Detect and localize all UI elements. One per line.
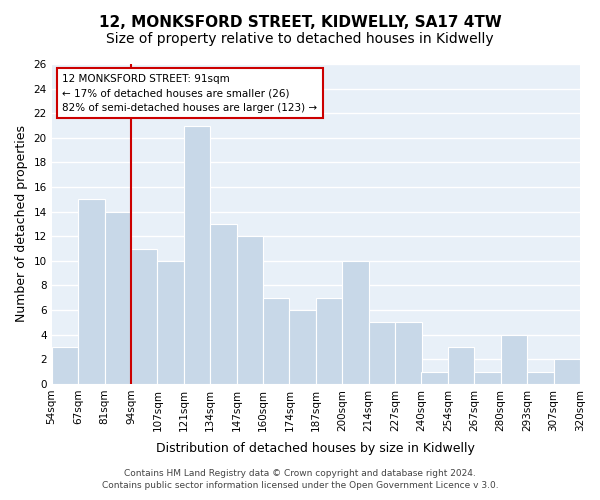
Bar bbox=[448, 347, 475, 384]
Bar bbox=[78, 200, 104, 384]
Bar bbox=[342, 261, 368, 384]
Bar bbox=[395, 322, 421, 384]
Bar bbox=[421, 372, 448, 384]
Bar bbox=[184, 126, 210, 384]
Bar bbox=[527, 372, 554, 384]
Bar bbox=[289, 310, 316, 384]
Bar bbox=[210, 224, 236, 384]
Bar bbox=[157, 261, 184, 384]
Bar bbox=[236, 236, 263, 384]
Bar bbox=[316, 298, 342, 384]
Bar bbox=[104, 212, 131, 384]
Text: Size of property relative to detached houses in Kidwelly: Size of property relative to detached ho… bbox=[106, 32, 494, 46]
Bar bbox=[501, 334, 527, 384]
X-axis label: Distribution of detached houses by size in Kidwelly: Distribution of detached houses by size … bbox=[157, 442, 475, 455]
Bar bbox=[554, 360, 580, 384]
Bar bbox=[52, 347, 78, 384]
Bar bbox=[131, 248, 157, 384]
Text: Contains HM Land Registry data © Crown copyright and database right 2024.
Contai: Contains HM Land Registry data © Crown c… bbox=[101, 468, 499, 490]
Bar bbox=[475, 372, 501, 384]
Bar bbox=[368, 322, 395, 384]
Text: 12 MONKSFORD STREET: 91sqm
← 17% of detached houses are smaller (26)
82% of semi: 12 MONKSFORD STREET: 91sqm ← 17% of deta… bbox=[62, 74, 317, 113]
Y-axis label: Number of detached properties: Number of detached properties bbox=[15, 126, 28, 322]
Text: 12, MONKSFORD STREET, KIDWELLY, SA17 4TW: 12, MONKSFORD STREET, KIDWELLY, SA17 4TW bbox=[98, 15, 502, 30]
Bar bbox=[263, 298, 289, 384]
